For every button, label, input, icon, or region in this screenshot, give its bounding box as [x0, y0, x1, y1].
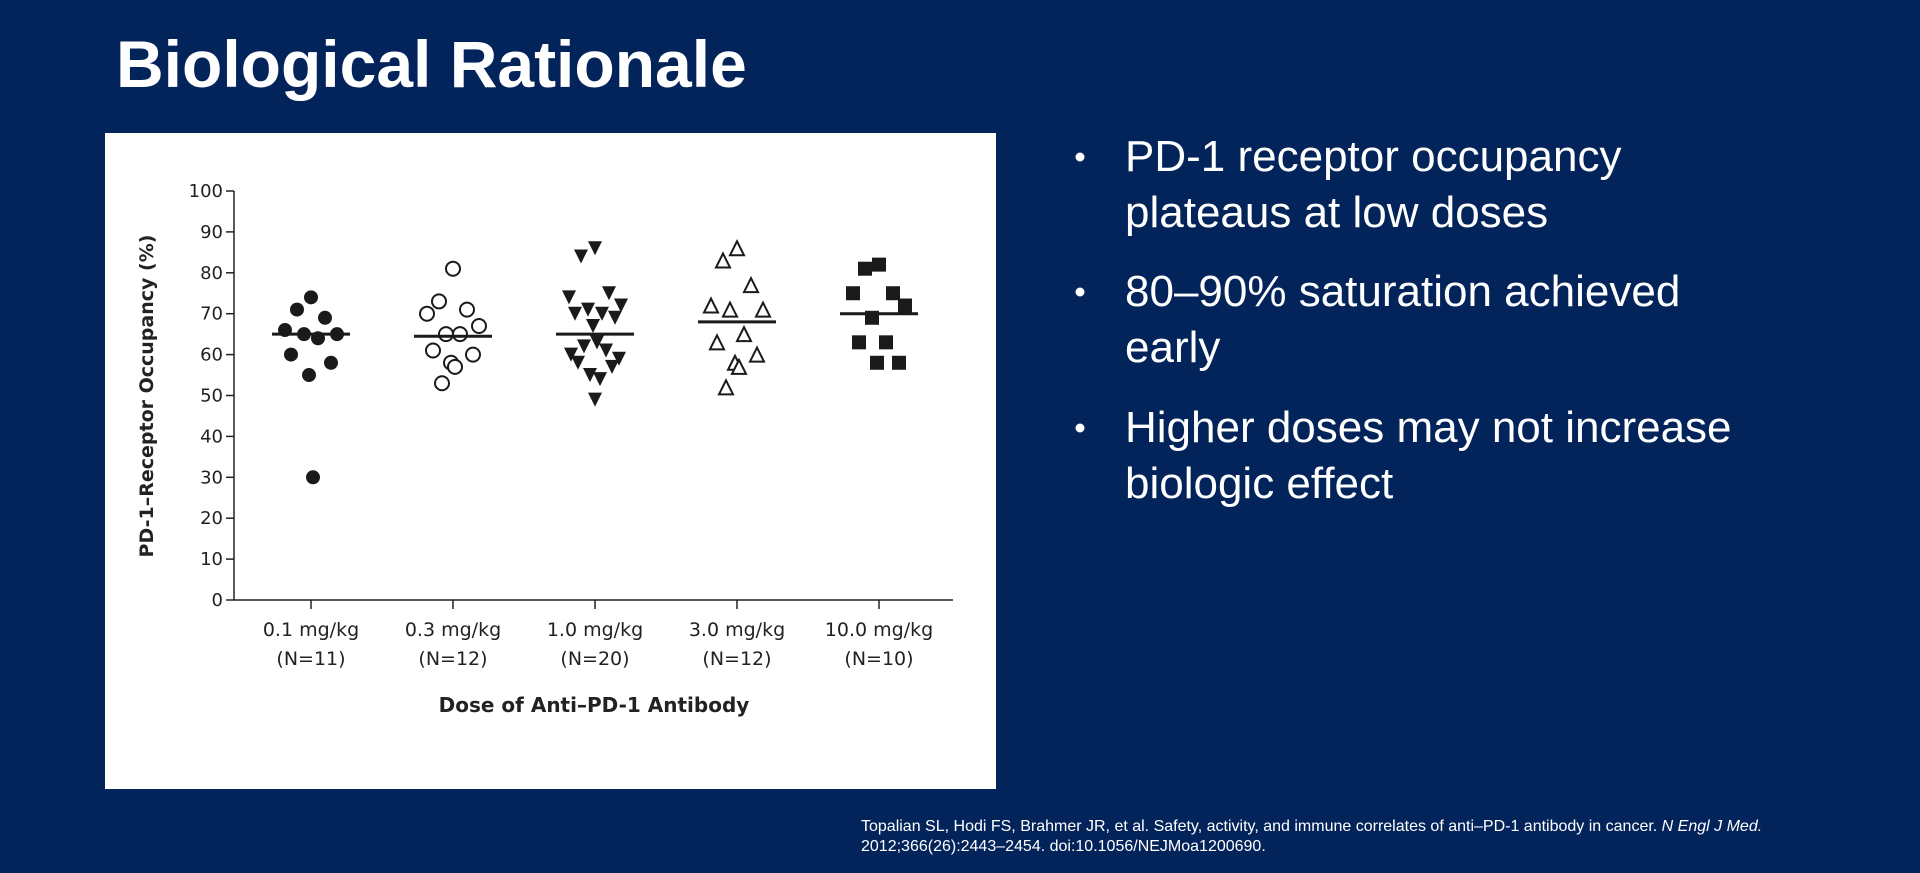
data-point [870, 355, 884, 370]
data-point [730, 357, 748, 375]
data-point [302, 368, 316, 383]
data-point [290, 302, 304, 317]
data-point [708, 333, 726, 351]
data-point [586, 318, 600, 333]
data-point [452, 326, 468, 343]
x-tick-label: 1.0 mg/kg [547, 619, 643, 641]
data-point [886, 286, 900, 301]
x-tick-count: (N=10) [844, 648, 913, 670]
bullet-text: PD-1 receptor occupancy [1125, 132, 1621, 181]
data-point [892, 355, 906, 370]
data-point [465, 346, 481, 363]
data-point [602, 286, 616, 301]
citation-text: Topalian SL, Hodi FS, Brahmer JR, et al.… [861, 818, 1662, 835]
data-point [434, 375, 450, 392]
y-tick-label: 70 [200, 304, 223, 325]
data-point [748, 345, 766, 363]
data-point [872, 257, 886, 272]
data-point [599, 343, 613, 358]
x-tick-label: 10.0 mg/kg [825, 619, 933, 641]
bullet-text: early [1125, 323, 1220, 372]
y-tick-label: 10 [200, 549, 223, 570]
data-point [608, 310, 622, 325]
y-tick-label: 80 [200, 263, 223, 284]
data-point [714, 251, 732, 269]
x-tick-label: 0.1 mg/kg [263, 619, 359, 641]
chart-panel [105, 133, 996, 789]
data-point [858, 261, 872, 276]
bullet-dot [1075, 423, 1085, 433]
data-point [588, 241, 602, 256]
data-point [318, 310, 332, 325]
slide-title: Biological Rationale [116, 27, 747, 101]
data-point [898, 298, 912, 313]
x-axis-title: Dose of Anti–PD-1 Antibody [439, 693, 750, 717]
bullet-list: PD-1 receptor occupancy plateaus at low d… [1075, 132, 1732, 508]
data-point [735, 324, 753, 343]
x-tick-count: (N=11) [276, 648, 345, 670]
data-point [431, 293, 447, 310]
chart: PD-1–Receptor Occupancy (%) Dose of Anti… [136, 181, 953, 717]
data-point [593, 372, 607, 387]
y-tick-label: 50 [200, 386, 223, 407]
data-point [304, 290, 318, 305]
x-tick-label: 3.0 mg/kg [689, 619, 785, 641]
data-point [324, 355, 338, 370]
data-point [284, 347, 298, 362]
y-tick-label: 100 [189, 181, 223, 202]
data-point [562, 290, 576, 305]
data-point [614, 298, 628, 313]
data-point [581, 302, 595, 317]
data-point [425, 342, 441, 359]
bullet-text: plateaus at low doses [1125, 188, 1548, 237]
data-point [728, 239, 746, 257]
y-tick-label: 40 [200, 426, 223, 447]
bullet-text: Higher doses may not increase [1125, 403, 1732, 452]
data-point [605, 359, 619, 374]
data-point [721, 300, 739, 318]
x-tick-count: (N=20) [560, 648, 629, 670]
data-point [583, 368, 597, 383]
data-point [564, 347, 578, 362]
data-point [447, 358, 463, 375]
data-point [879, 335, 893, 350]
data-point [588, 392, 602, 407]
data-point [574, 249, 588, 264]
data-point [471, 317, 487, 334]
data-point [445, 260, 461, 277]
data-point [754, 300, 772, 318]
y-tick-label: 30 [200, 467, 223, 488]
data-point [438, 326, 454, 343]
data-point [459, 301, 475, 318]
data-point [590, 335, 604, 350]
y-axis-title: PD-1–Receptor Occupancy (%) [136, 235, 158, 558]
data-point [742, 275, 760, 294]
y-tick-label: 20 [200, 508, 223, 529]
x-tick-label: 0.3 mg/kg [405, 619, 501, 641]
data-point [568, 306, 582, 321]
data-point [852, 335, 866, 350]
data-point [702, 296, 720, 314]
data-point [419, 305, 435, 322]
data-point [612, 351, 626, 366]
citation-journal: N Engl J Med. [1662, 818, 1762, 835]
bullet-text: 80–90% saturation achieved [1125, 267, 1680, 316]
bullet-text: biologic effect [1125, 459, 1393, 508]
y-tick-label: 60 [200, 345, 223, 366]
data-point [577, 339, 591, 354]
citation: Topalian SL, Hodi FS, Brahmer JR, et al.… [861, 818, 1762, 835]
x-tick-count: (N=12) [702, 648, 771, 670]
data-point [595, 306, 609, 321]
data-point [717, 378, 735, 396]
bullet-dot [1075, 287, 1085, 297]
data-point [306, 470, 320, 485]
y-tick-label: 90 [200, 222, 223, 243]
y-tick-label: 0 [212, 590, 223, 611]
bullet-dot [1075, 152, 1085, 162]
data-point [846, 286, 860, 301]
x-tick-count: (N=12) [418, 648, 487, 670]
data-point [571, 355, 585, 370]
citation-line: 2012;366(26):2443–2454. doi:10.1056/NEJM… [861, 838, 1266, 855]
